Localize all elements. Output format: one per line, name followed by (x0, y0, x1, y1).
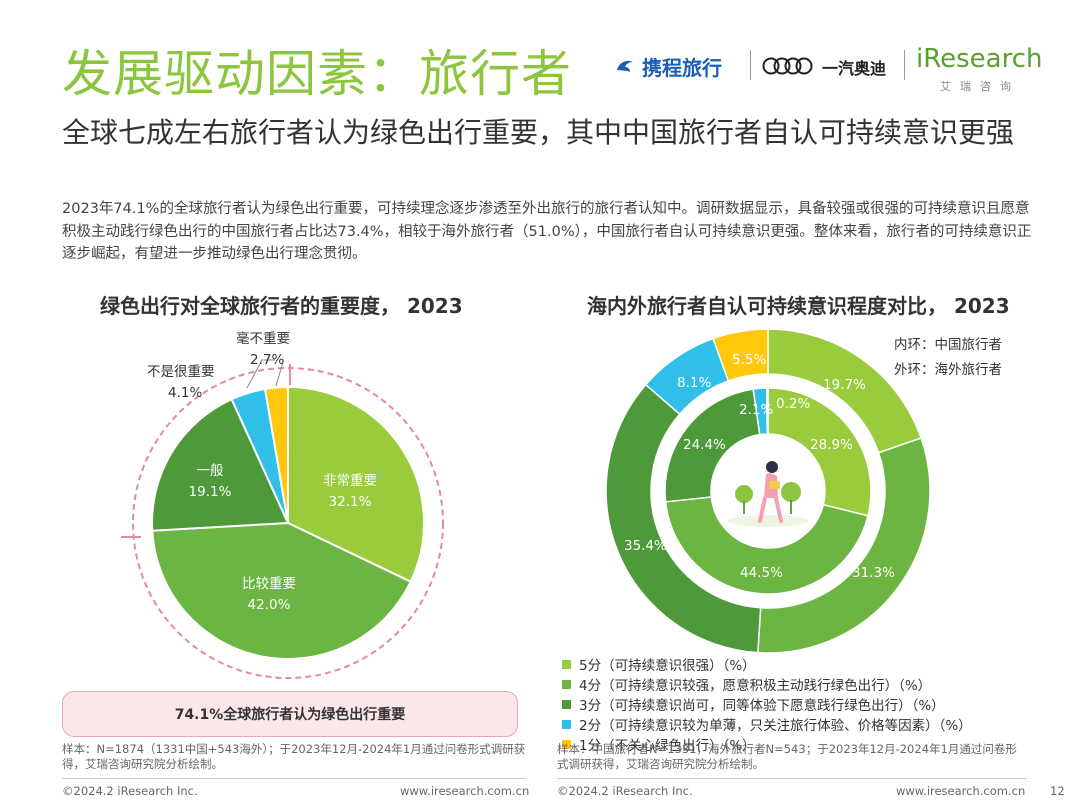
traveler-legs (758, 496, 783, 523)
legend-item: 5分（可持续意识很强）（%） (562, 654, 972, 674)
inner-value-1: 0.2% (776, 396, 811, 412)
right-chart-title: 海内外旅行者自认可持续意识程度对比， 2023 (587, 294, 1010, 318)
ring-note-outer: 外环：海外旅行者 (894, 362, 1002, 378)
donut-legend: 5分（可持续意识很强）（%） 4分（可持续意识较强，愿意积极主动践行绿色出行）（… (562, 654, 972, 754)
label-neutral: 一般 (196, 463, 224, 479)
label-very-important: 非常重要 (323, 473, 377, 489)
description-paragraph: 2023年74.1%的全球旅行者认为绿色出行重要，可持续理念逐步渗透至外出旅行的… (62, 201, 1032, 262)
label-not-very-important: 不是很重要 (147, 364, 215, 380)
traveler-bag (769, 481, 780, 489)
footer-divider (557, 778, 1027, 779)
highlight-callout: 74.1%全球旅行者认为绿色出行重要 (62, 691, 518, 737)
inner-value-2: 2.1% (739, 402, 774, 418)
page-subtitle: 全球七成左右旅行者认为绿色出行重要，其中中国旅行者自认可持续意识更强 (62, 116, 1015, 149)
outer-value-2: 8.1% (677, 375, 712, 391)
outer-value-5: 19.7% (823, 377, 866, 393)
legend-label: 5分（可持续意识很强）（%） (579, 658, 756, 674)
iresearch-logo-cn: 艾瑞咨询 (940, 80, 1020, 93)
outer-ring-slice-score-3 (605, 383, 762, 654)
ctrip-logo: 携程旅行 (614, 52, 722, 81)
value-very-important: 32.1% (328, 494, 372, 510)
legend-label: 1分（不关心绿色出行）（%） (579, 738, 756, 754)
inner-value-5: 28.9% (810, 437, 853, 453)
iresearch-logo: iResearch (916, 44, 1043, 74)
legend-item: 3分（可持续意识尚可，同等体验下愿意践行绿色出行）（%） (562, 694, 972, 714)
importance-dashed-ring (132, 367, 444, 679)
footer-divider (62, 778, 526, 779)
tree-left-trunk (743, 500, 745, 514)
value-not-very-important: 4.1% (168, 385, 203, 401)
ctrip-dolphin-icon (617, 60, 633, 72)
traveler-head (766, 461, 778, 473)
traveler-body (764, 473, 778, 498)
ctrip-logo-text: 携程旅行 (642, 56, 722, 80)
label-not-at-all-important: 毫不重要 (236, 331, 290, 347)
legend-swatch (562, 659, 571, 669)
page-number: 12 (1050, 784, 1065, 798)
tree-right-icon (781, 482, 801, 502)
outer-value-1: 5.5% (732, 352, 767, 368)
left-chart-title: 绿色出行对全球旅行者的重要度， 2023 (100, 294, 463, 318)
inner-value-4: 44.5% (740, 565, 783, 581)
label-fairly-important: 比较重要 (242, 576, 296, 592)
value-neutral: 19.1% (188, 484, 232, 500)
legend-item: 2分（可持续意识较为单薄，只关注旅行体验、价格等因素）（%） (562, 714, 972, 734)
outer-value-4: 31.3% (852, 565, 895, 581)
logo-divider (904, 50, 905, 80)
legend-item: 1分（不关心绿色出行）（%） (562, 734, 972, 754)
legend-item: 4分（可持续意识较强，愿意积极主动践行绿色出行）（%） (562, 674, 972, 694)
value-not-at-all-important: 2.7% (250, 352, 285, 368)
right-sample-note: 样本：中国旅行者N=1331，海外旅行者N=543；于2023年12月-2024… (557, 742, 1017, 771)
footer-copyright-left: ©2024.2 iResearch Inc. (62, 784, 198, 798)
outer-value-3: 35.4% (624, 538, 667, 554)
value-fairly-important: 42.0% (247, 597, 291, 613)
legend-swatch (562, 739, 571, 749)
ring-note-inner: 内环：中国旅行者 (894, 337, 1002, 353)
legend-label: 3分（可持续意识尚可，同等体验下愿意践行绿色出行）（%） (579, 698, 945, 714)
legend-swatch (562, 699, 571, 709)
footer-website-left: www.iresearch.com.cn (400, 784, 530, 798)
inner-value-3: 24.4% (683, 437, 726, 453)
legend-swatch (562, 679, 571, 689)
legend-swatch (562, 719, 571, 729)
footer-copyright-right: ©2024.2 iResearch Inc. (557, 784, 693, 798)
tree-left-icon (735, 485, 753, 503)
outer-ring-slice-score-4 (757, 437, 931, 654)
tree-right-trunk (790, 500, 792, 514)
logo-divider (750, 50, 751, 80)
left-sample-note: 样本：N=1874（1331中国+543海外）；于2023年12月-2024年1… (62, 742, 526, 771)
legend-label: 2分（可持续意识较为单薄，只关注旅行体验、价格等因素）（%） (579, 718, 972, 734)
footer-website-right: www.iresearch.com.cn (896, 784, 1026, 798)
legend-label: 4分（可持续意识较强，愿意积极主动践行绿色出行）（%） (579, 678, 932, 694)
faw-audi-logo-text: 一汽奥迪 (822, 59, 887, 78)
pie-slice-not-at-all-important (263, 385, 289, 524)
ground-shadow (728, 515, 808, 527)
pie-slice-not-very-important (230, 387, 289, 524)
page-title: 发展驱动因素：旅行者 (62, 45, 572, 103)
audi-rings-icon (762, 57, 813, 75)
